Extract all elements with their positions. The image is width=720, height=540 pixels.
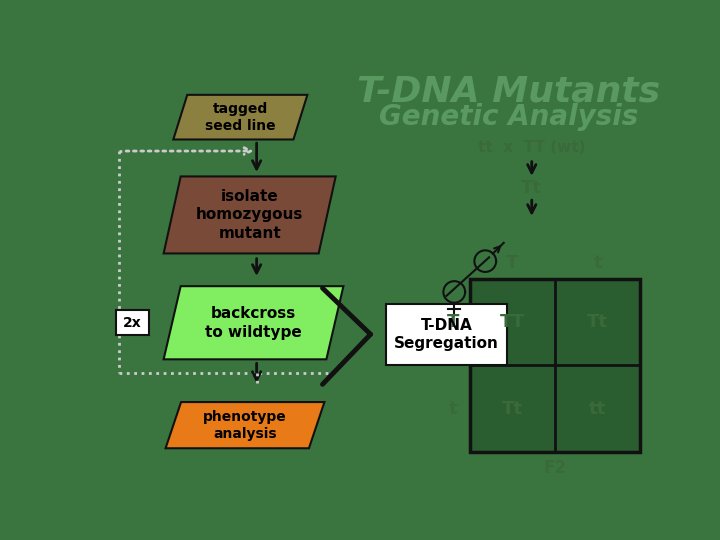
Text: tagged
seed line: tagged seed line [205, 102, 276, 133]
Text: tt  x  TT (wt): tt x TT (wt) [478, 140, 585, 156]
Text: Genetic Analysis: Genetic Analysis [379, 103, 638, 131]
Text: isolate
homozygous
mutant: isolate homozygous mutant [196, 189, 303, 241]
Bar [469, 279, 640, 452]
Text: T: T [446, 313, 459, 331]
Text: phenotype
analysis: phenotype analysis [203, 409, 287, 441]
Polygon shape [166, 402, 325, 448]
Text: Tt: Tt [521, 179, 542, 197]
Bar [117, 310, 149, 335]
Text: T-DNA Mutants: T-DNA Mutants [357, 75, 660, 109]
Polygon shape [163, 286, 343, 359]
Polygon shape [174, 95, 307, 139]
Text: 2x: 2x [123, 316, 142, 330]
Text: T: T [506, 254, 518, 273]
Bar [387, 303, 507, 365]
Text: F2: F2 [544, 458, 567, 476]
Text: t: t [449, 400, 457, 418]
Text: backcross
to wildtype: backcross to wildtype [205, 306, 302, 340]
Text: t: t [593, 254, 602, 273]
Text: Tt: Tt [587, 313, 608, 331]
Text: TT: TT [500, 313, 525, 331]
Text: tt: tt [589, 400, 606, 418]
Text: T-DNA
Segregation: T-DNA Segregation [394, 318, 499, 351]
Text: Tt: Tt [502, 400, 523, 418]
Polygon shape [163, 177, 336, 253]
